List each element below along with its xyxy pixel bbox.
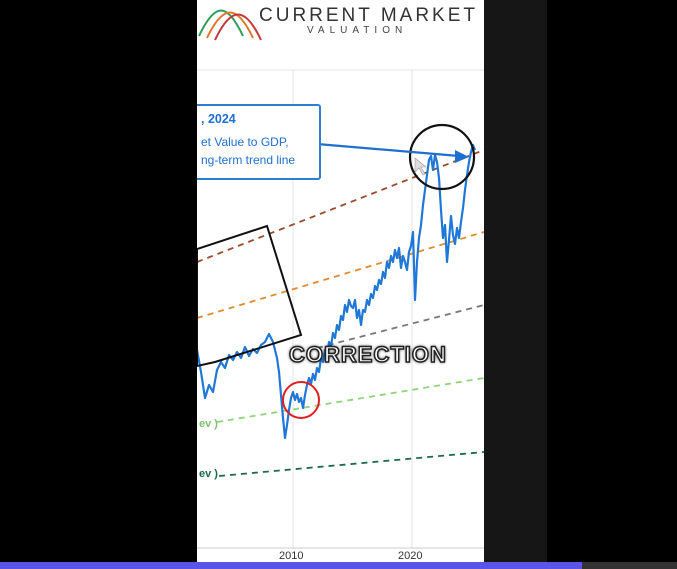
band-label-lower: ev )	[199, 468, 218, 480]
brand-subtitle: VALUATION	[307, 25, 408, 36]
video-letterbox-right-strip	[484, 0, 547, 562]
callout-line-1: et Value to GDP,	[201, 135, 289, 149]
chart-svg	[197, 69, 484, 549]
video-progress-bar[interactable]	[0, 562, 582, 569]
callout-line-2: ng-term trend line	[201, 153, 296, 167]
band-label-upper: ev )	[199, 418, 218, 430]
trend-line-plus2sd	[197, 149, 484, 263]
brand-title: CURRENT MARKET	[259, 5, 478, 26]
x-tick-2020: 2020	[398, 550, 423, 562]
trend-line-mean	[316, 304, 484, 349]
trend-line-plus1sd	[197, 231, 484, 319]
x-tick-2010: 2010	[279, 550, 304, 562]
callout-box: , 2024 et Value to GDP, ng-term trend li…	[197, 104, 321, 180]
peak-highlight-circle	[408, 123, 476, 191]
video-progress-remaining[interactable]	[582, 562, 677, 569]
brand-header: CURRENT MARKET VALUATION	[197, 0, 484, 48]
annotation-box	[197, 224, 303, 368]
callout-date: , 2024	[201, 112, 236, 126]
trend-line-minus1sd	[216, 377, 484, 423]
trend-line-minus2sd	[218, 451, 484, 477]
brand-logo-icon	[198, 9, 262, 41]
chart-panel: CURRENT MARKET VALUATION , 2024 et Value…	[197, 0, 484, 562]
callout-arrow-head	[455, 150, 469, 163]
video-letterbox-left	[0, 0, 197, 562]
series-line	[197, 143, 477, 440]
callout-arrow-line	[316, 142, 460, 158]
correction-caption: CORRECTION	[288, 341, 447, 368]
mouse-cursor-icon	[414, 157, 427, 176]
correction-highlight-circle	[282, 381, 320, 419]
